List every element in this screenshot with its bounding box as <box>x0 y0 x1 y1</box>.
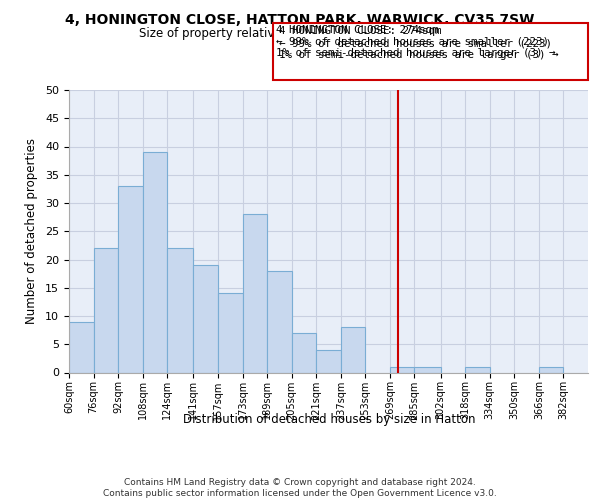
Bar <box>218 294 242 372</box>
Text: Distribution of detached houses by size in Hatton: Distribution of detached houses by size … <box>182 412 475 426</box>
Bar <box>118 186 143 372</box>
Bar <box>94 248 118 372</box>
Bar <box>267 271 292 372</box>
Text: 4 HONINGTON CLOSE: 274sqm
← 99% of detached houses are smaller (223)
1% of semi-: 4 HONINGTON CLOSE: 274sqm ← 99% of detac… <box>276 25 556 58</box>
Bar <box>242 214 267 372</box>
Bar <box>193 265 218 372</box>
Bar <box>143 152 167 372</box>
Y-axis label: Number of detached properties: Number of detached properties <box>25 138 38 324</box>
Bar <box>465 367 490 372</box>
Bar <box>341 328 365 372</box>
Bar <box>316 350 341 372</box>
Text: 4, HONINGTON CLOSE, HATTON PARK, WARWICK, CV35 7SW: 4, HONINGTON CLOSE, HATTON PARK, WARWICK… <box>65 12 535 26</box>
Bar <box>69 322 94 372</box>
Bar <box>390 367 415 372</box>
Bar <box>539 367 563 372</box>
Bar <box>292 333 316 372</box>
Bar <box>167 248 193 372</box>
Text: Size of property relative to detached houses in Hatton: Size of property relative to detached ho… <box>139 28 461 40</box>
Bar <box>415 367 440 372</box>
Text: Contains HM Land Registry data © Crown copyright and database right 2024.
Contai: Contains HM Land Registry data © Crown c… <box>103 478 497 498</box>
Text: 4 HONINGTON CLOSE: 274sqm
← 99% of detached houses are smaller (223)
1% of semi-: 4 HONINGTON CLOSE: 274sqm ← 99% of detac… <box>279 26 559 60</box>
